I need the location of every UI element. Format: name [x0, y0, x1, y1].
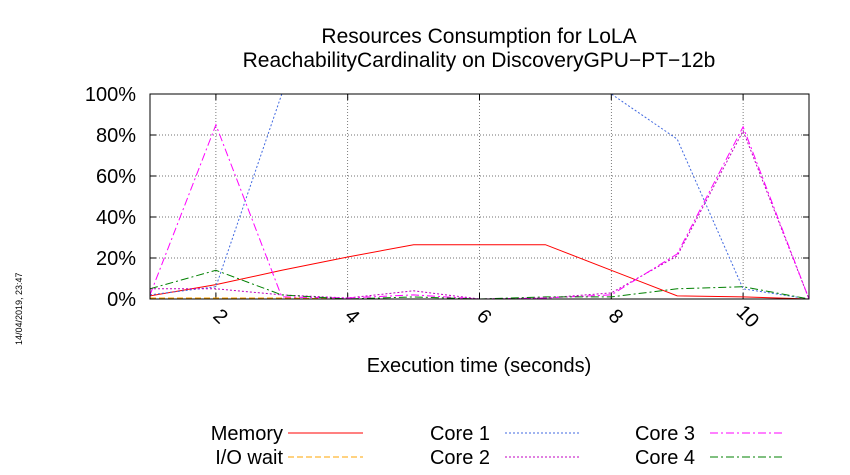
- plot-frame: [149, 93, 810, 300]
- y-tick-labels: 0% 20% 40% 60% 80% 100%: [85, 84, 136, 311]
- chart-title: Resources Consumption for LoLA: [321, 25, 636, 48]
- legend-label-core-4: Core 4: [635, 447, 695, 469]
- x-tick-labels: 2 4 6 8 10: [208, 301, 763, 332]
- x-axis-label: Execution time (seconds): [367, 355, 592, 377]
- series-line-core-2: [150, 129, 810, 300]
- grid-lines: [150, 93, 809, 300]
- x-tick-label: 10: [732, 301, 763, 332]
- x-tick-label: 6: [472, 305, 495, 328]
- legend-label-core-1: Core 1: [430, 423, 490, 445]
- y-tick-label: 60%: [96, 166, 136, 188]
- legend-label-core-3: Core 3: [635, 423, 695, 445]
- x-tick-label: 2: [208, 305, 231, 328]
- chart-subtitle: ReachabilityCardinality on DiscoveryGPU−…: [243, 49, 716, 72]
- series-line-memory: [149, 244, 810, 300]
- x-tick-label: 8: [604, 305, 627, 328]
- y-tick-label: 100%: [85, 84, 136, 106]
- y-tick-label: 20%: [96, 248, 136, 270]
- legend-label-memory: Memory: [211, 423, 283, 445]
- y-tick-label: 40%: [96, 207, 136, 229]
- y-tick-label: 80%: [96, 125, 136, 147]
- x-tick-label: 4: [340, 305, 363, 328]
- series-line-core-1: [149, 93, 810, 300]
- legend-label-core-2: Core 2: [430, 447, 490, 469]
- y-tick-label: 0%: [107, 289, 136, 311]
- timestamp: 14/04/2019, 23:47: [14, 272, 24, 345]
- legend-label-i-o-wait: I/O wait: [215, 447, 283, 469]
